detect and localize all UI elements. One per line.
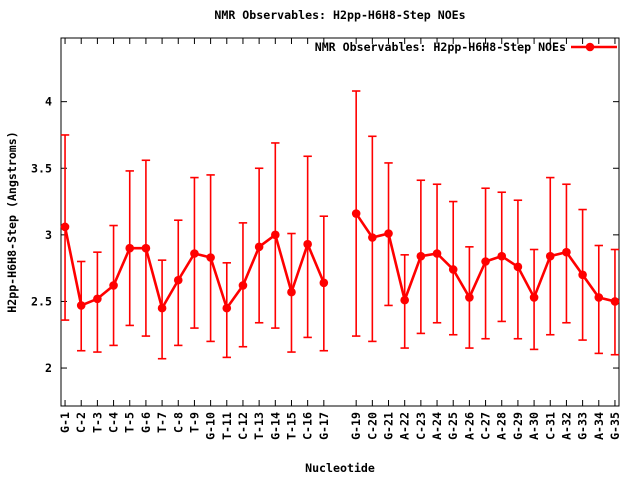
x-tick-label: A-28: [495, 412, 509, 440]
y-tick-label: 4: [45, 95, 52, 109]
data-point-G-6: [141, 243, 151, 253]
x-tick-label: G-29: [511, 412, 525, 440]
data-point-A-24: [432, 249, 442, 258]
x-tick-label: G-19: [349, 412, 363, 440]
x-tick-label: C-31: [543, 412, 557, 440]
data-point-G-17: [319, 278, 329, 288]
x-tick-label: G-14: [268, 412, 282, 440]
data-point-A-30: [529, 293, 539, 302]
x-tick-label: A-22: [398, 412, 412, 440]
data-point-T-5: [125, 243, 135, 253]
x-tick-label: A-26: [462, 412, 476, 440]
data-point-G-14: [271, 230, 280, 240]
x-tick-label: C-8: [171, 412, 185, 433]
data-point-C-4: [109, 281, 118, 290]
data-point-G-10: [206, 253, 215, 262]
x-tick-label: C-4: [107, 412, 121, 433]
data-point-T-3: [93, 294, 102, 304]
x-tick-label: G-17: [317, 412, 331, 440]
x-tick-label: G-33: [576, 412, 590, 440]
x-tick-label: T-9: [187, 412, 201, 433]
x-tick-label: A-32: [559, 412, 573, 440]
data-point-C-8: [173, 275, 183, 285]
data-point-C-12: [238, 281, 248, 290]
x-tick-label: C-23: [414, 412, 428, 440]
x-tick-label: G-25: [446, 412, 460, 440]
data-point-G-35: [610, 297, 620, 306]
data-point-T-15: [287, 287, 296, 297]
x-tick-label: G-1: [58, 412, 72, 433]
x-tick-label: T-13: [252, 412, 266, 440]
data-points: [60, 209, 620, 313]
x-tick-label: T-15: [284, 412, 298, 440]
data-point-G-1: [60, 222, 70, 232]
data-point-T-7: [157, 303, 167, 313]
data-point-T-9: [190, 249, 199, 258]
x-tick-label: A-34: [592, 412, 606, 440]
data-point-C-20: [368, 233, 377, 242]
x-tick-label: A-24: [430, 412, 444, 440]
data-point-A-28: [497, 251, 507, 261]
data-point-T-11: [222, 303, 232, 313]
data-point-C-23: [416, 251, 426, 261]
x-tick-label: C-2: [74, 412, 88, 433]
x-tick-label: G-21: [382, 412, 396, 440]
data-point-C-31: [545, 251, 555, 261]
data-point-C-2: [76, 301, 86, 310]
data-point-A-26: [465, 293, 474, 302]
y-axis-label: H2pp-H6H8-Step (Angstroms): [5, 131, 19, 312]
x-tick-label: T-5: [123, 412, 137, 433]
data-point-G-29: [513, 262, 523, 272]
x-tick-label: G-6: [139, 412, 153, 433]
legend-label: NMR Observables: H2pp-H6H8-Step NOEs: [315, 40, 566, 54]
x-tick-label: G-35: [608, 412, 622, 440]
chart-title: NMR Observables: H2pp-H6H8-Step NOEs: [214, 8, 465, 22]
x-tick-label: T-3: [90, 412, 104, 433]
x-tick-label: A-30: [527, 412, 541, 440]
y-tick-label: 2.5: [31, 294, 52, 308]
x-tick-label: T-11: [220, 412, 234, 440]
data-point-C-27: [481, 257, 490, 266]
data-point-A-32: [562, 247, 571, 257]
data-point-G-25: [448, 265, 458, 274]
legend-marker-sample: [585, 42, 595, 52]
data-point-T-13: [254, 242, 264, 252]
x-tick-label: C-27: [479, 412, 493, 440]
data-point-G-21: [384, 229, 393, 238]
x-tick-label: C-16: [301, 412, 315, 440]
x-axis-label: Nucleotide: [305, 461, 375, 475]
data-point-G-19: [351, 209, 361, 218]
y-tick-label: 3.5: [31, 161, 52, 175]
y-tick-label: 3: [45, 228, 52, 242]
plot-border: [60, 37, 620, 407]
data-point-A-22: [400, 295, 409, 305]
x-tick-label: C-20: [365, 412, 379, 440]
x-tick-label: C-12: [236, 412, 250, 440]
data-point-G-33: [578, 270, 587, 280]
x-tick-label: G-10: [204, 412, 218, 440]
data-point-C-16: [303, 239, 312, 249]
data-point-A-34: [594, 293, 604, 302]
x-tick-label: T-7: [155, 412, 169, 433]
y-tick-label: 2: [45, 361, 52, 375]
